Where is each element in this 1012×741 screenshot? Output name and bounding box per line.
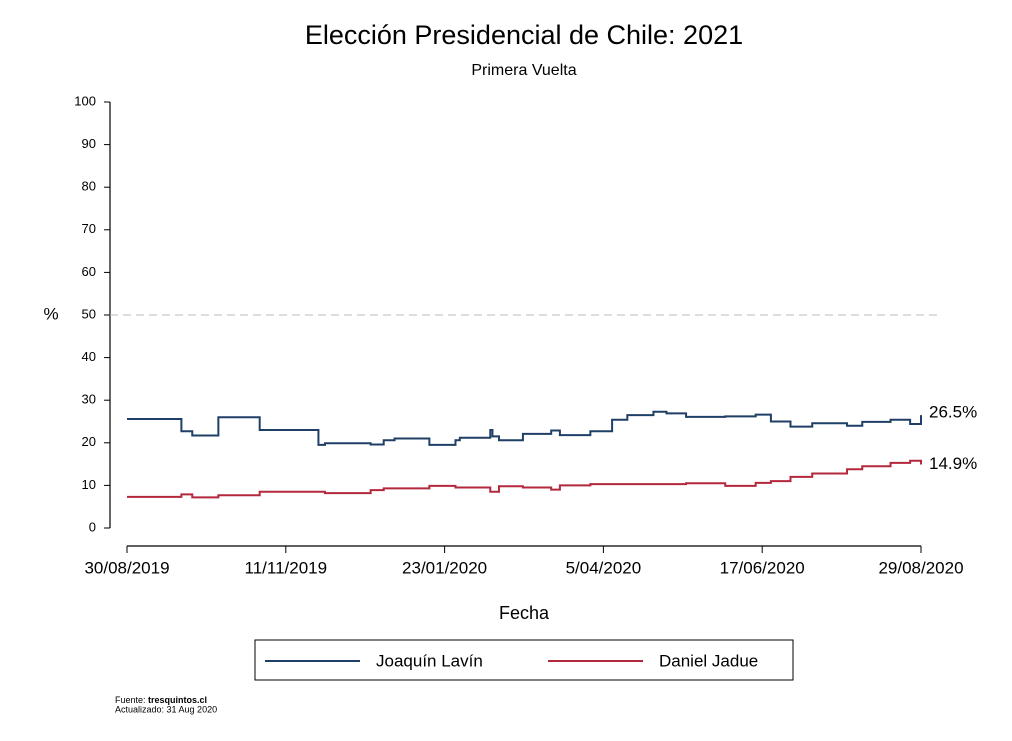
legend-label: Daniel Jadue [659,651,758,670]
x-tick-label: 5/04/2020 [566,558,642,577]
end-label: 26.5% [929,403,977,422]
legend-label: Joaquín Lavín [376,651,483,670]
x-tick-label: 17/06/2020 [720,558,805,577]
y-tick-label: 40 [82,349,96,364]
x-axis-title: Fecha [499,603,550,623]
updated: Actualizado: 31 Aug 2020 [115,704,217,714]
y-tick-label: 70 [82,221,96,236]
end-label: 14.9% [929,454,977,473]
y-axis-title: % [43,304,58,323]
y-tick-label: 100 [74,93,96,108]
series-line [127,459,922,499]
source-label: Fuente: [115,695,146,705]
chart-subtitle: Primera Vuelta [471,62,576,79]
y-tick-label: 20 [82,434,96,449]
x-tick-label: 23/01/2020 [402,558,487,577]
y-tick-label: 50 [82,306,96,321]
x-tick-label: 11/11/2019 [245,558,328,577]
source-name: tresquintos.cl [148,695,207,705]
y-tick-label: 10 [82,477,96,492]
y-tick-label: 0 [89,519,96,534]
x-tick-label: 30/08/2019 [84,558,169,577]
chart-title: Elección Presidencial de Chile: 2021 [305,20,743,50]
legend-box [254,639,794,681]
series-line [127,410,922,446]
y-tick-label: 90 [82,136,96,151]
x-tick-label: 29/08/2020 [878,558,963,577]
source: Fuente: tresquintos.cl [115,695,207,705]
y-tick-label: 30 [82,392,96,407]
y-tick-label: 80 [82,179,96,194]
y-tick-label: 60 [82,264,96,279]
